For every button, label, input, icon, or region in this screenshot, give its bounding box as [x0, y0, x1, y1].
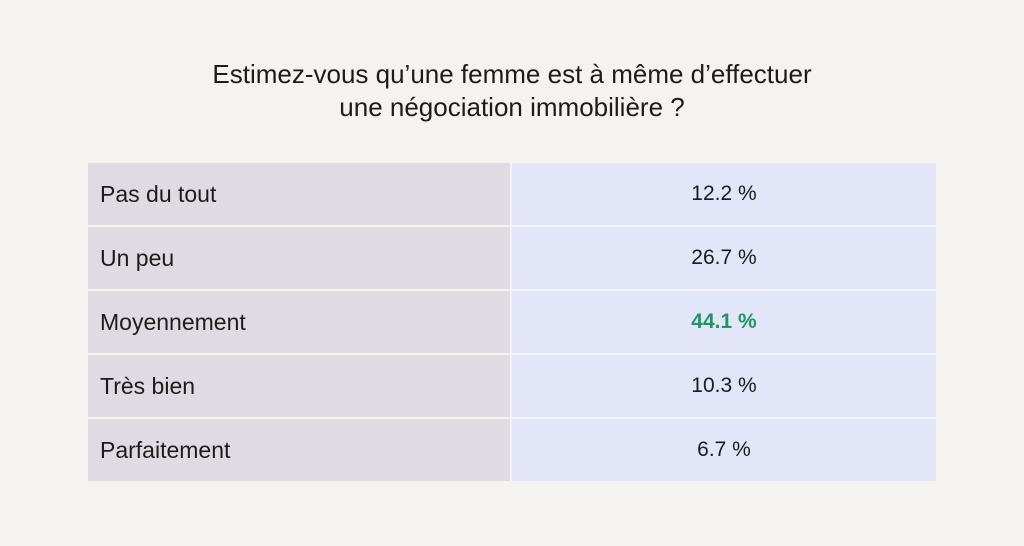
value-label: 26.7 % [512, 227, 936, 289]
value-label: 10.3 % [512, 355, 936, 417]
category-label: Un peu [88, 227, 510, 289]
results-table: Pas du tout 12.2 % Un peu 26.7 % Moyennement… [88, 163, 936, 481]
table-row: Très bien 10.3 % [88, 355, 936, 417]
value-label: 44.1 % [512, 291, 936, 353]
chart-title: Estimez-vous qu’une femme est à même d’e… [0, 58, 1024, 124]
table-row: Parfaitement 6.7 % [88, 419, 936, 481]
category-label: Parfaitement [88, 419, 510, 481]
category-label: Moyennement [88, 291, 510, 353]
table-row: Un peu 26.7 % [88, 227, 936, 289]
value-label: 6.7 % [512, 419, 936, 481]
category-label: Très bien [88, 355, 510, 417]
chart-title-line-2: une négociation immobilière ? [339, 92, 685, 122]
table-row: Moyennement 44.1 % [88, 291, 936, 353]
chart-title-line-1: Estimez-vous qu’une femme est à même d’e… [212, 59, 812, 89]
category-label: Pas du tout [88, 163, 510, 225]
table-row: Pas du tout 12.2 % [88, 163, 936, 225]
value-label: 12.2 % [512, 163, 936, 225]
